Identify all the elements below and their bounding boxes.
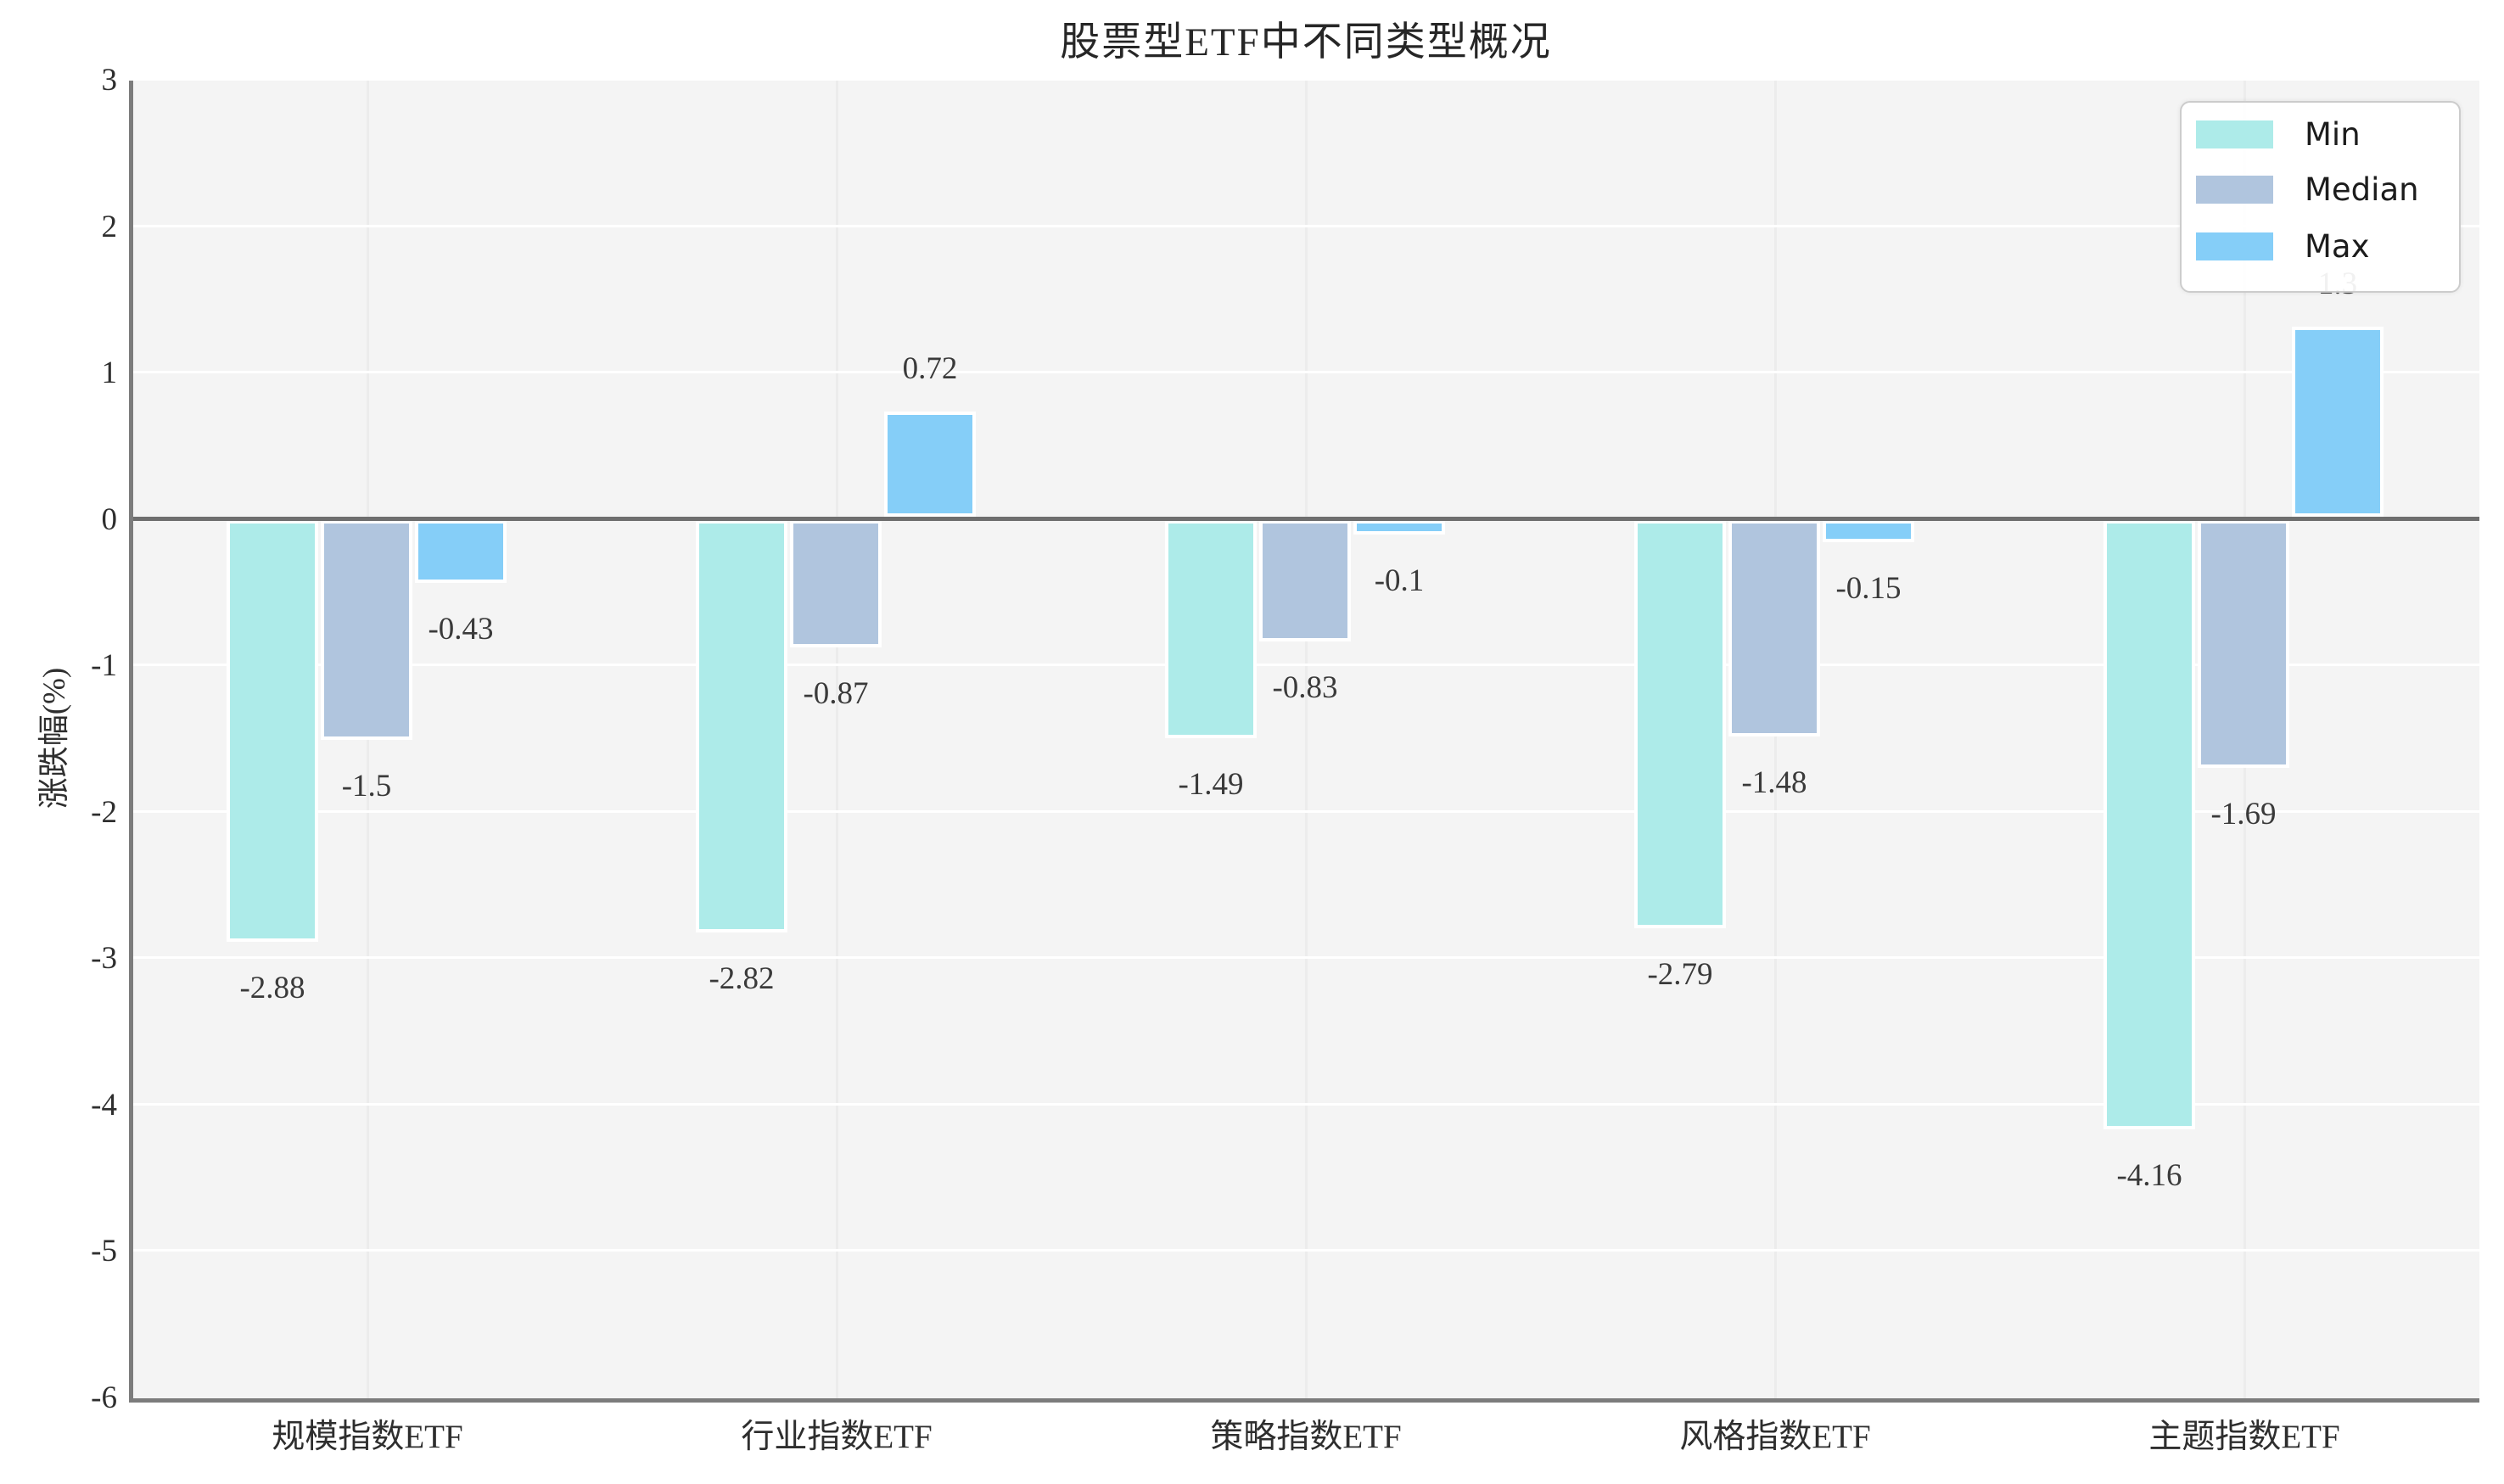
gridline [133,664,2479,666]
value-label-median-4: -1.69 [2210,796,2277,832]
value-label-min-4: -4.16 [2116,1157,2182,1193]
bar-max-0 [415,520,507,584]
value-label-median-2: -0.83 [1272,670,1338,706]
value-label-median-3: -1.48 [1741,765,1807,801]
bar-max-1 [884,411,976,517]
value-label-max-2: -0.1 [1374,563,1425,599]
bar-min-4 [2103,520,2195,1129]
bar-min-1 [696,520,787,933]
x-tick: 风格指数ETF [1679,1419,1871,1455]
x-tick: 行业指数ETF [741,1419,933,1455]
y-tick: -2 [91,795,117,830]
bar-median-2 [1259,520,1351,642]
x-tick: 策略指数ETF [1210,1419,1402,1455]
gridline-vertical [1774,81,1777,1398]
gridline [133,1103,2479,1106]
bar-max-3 [1823,520,1914,542]
x-tick: 规模指数ETF [272,1419,463,1455]
value-label-min-0: -2.88 [239,970,305,1005]
x-axis-spine [129,1398,2479,1403]
bar-min-3 [1634,520,1726,929]
value-label-min-2: -1.49 [1178,767,1244,803]
gridline [133,371,2479,373]
bar-median-3 [1728,520,1820,737]
value-label-min-3: -2.79 [1647,957,1713,993]
gridline [133,810,2479,813]
gridline [133,1249,2479,1252]
legend-label-max: Max [2305,228,2370,265]
value-label-max-1: 0.72 [902,350,958,386]
bar-median-1 [790,520,882,648]
y-tick: -5 [91,1234,117,1268]
y-tick: 2 [101,210,118,244]
y-tick: -6 [91,1380,117,1415]
value-label-max-3: -0.15 [1835,570,1902,606]
y-tick: 0 [101,502,118,537]
legend-label-min: Min [2305,116,2361,153]
gridline-vertical [836,81,838,1398]
value-label-median-1: -0.87 [803,676,869,712]
y-tick: -4 [91,1088,117,1123]
y-tick: -3 [91,941,117,976]
legend-swatch-min [2196,120,2273,148]
value-label-min-1: -2.82 [709,961,775,997]
bar-median-0 [321,520,412,740]
legend-swatch-median [2196,176,2273,204]
value-label-median-0: -1.5 [341,768,392,804]
chart-title: 股票型ETF中不同类型概况 [1060,20,1552,64]
gridline-vertical [1305,81,1308,1398]
bar-min-2 [1165,520,1257,739]
value-label-max-0: -0.43 [428,612,494,647]
legend: Min Median Max [2180,101,2461,293]
y-tick: 3 [101,63,118,98]
bar-max-2 [1353,520,1445,535]
legend-swatch-max [2196,232,2273,260]
y-tick: 1 [101,356,118,390]
x-tick: 主题指数ETF [2148,1419,2340,1455]
y-tick: -1 [91,648,117,683]
bar-min-0 [227,520,318,942]
legend-label-median: Median [2305,171,2419,208]
zero-axis-line [133,517,2479,521]
bar-median-4 [2198,520,2289,768]
bar-max-4 [2292,326,2384,517]
gridline [133,225,2479,227]
y-axis-spine [129,81,133,1403]
gridline [133,956,2479,959]
plot-area: -2.88 -2.82 -1.49 -2.79 -4.16 -1.5 -0.87 -0.83 -… [133,81,2479,1398]
